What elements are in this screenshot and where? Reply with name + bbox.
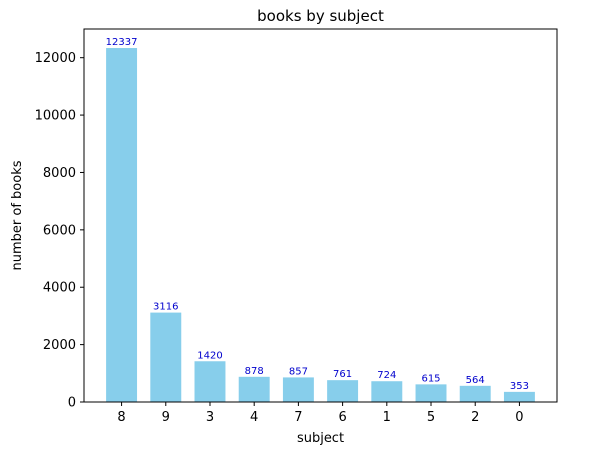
data-label-2: 564 — [466, 375, 485, 386]
y-tick-label: 0 — [68, 396, 76, 411]
bar-8 — [106, 48, 138, 402]
x-tick-label: 4 — [250, 410, 258, 425]
bar-1 — [371, 381, 403, 402]
x-tick-label: 3 — [206, 410, 214, 425]
data-label-0: 353 — [510, 381, 529, 392]
x-axis-ticks: 8 9 3 4 7 6 1 5 2 0 — [117, 402, 524, 425]
x-tick-label: 0 — [515, 410, 523, 425]
data-label-9: 3116 — [153, 302, 178, 313]
x-tick-label: 5 — [427, 410, 435, 425]
x-tick-label: 1 — [383, 410, 391, 425]
y-tick-label: 4000 — [43, 281, 76, 296]
bar-3 — [194, 361, 226, 402]
y-tick-label: 12000 — [35, 51, 76, 66]
y-tick-label: 2000 — [43, 338, 76, 353]
data-label-7: 857 — [289, 366, 308, 377]
data-label-3: 1420 — [197, 350, 222, 361]
data-labels-layer: 12337 3116 1420 878 857 761 724 615 564 353 — [106, 37, 529, 392]
y-tick-label: 8000 — [43, 166, 76, 181]
chart-title: books by subject — [257, 7, 384, 25]
y-tick-label: 10000 — [35, 109, 76, 124]
bar-2 — [459, 385, 491, 402]
data-label-1: 724 — [377, 370, 396, 381]
bar-0 — [503, 391, 535, 402]
x-tick-label: 8 — [117, 410, 125, 425]
x-tick-label: 7 — [294, 410, 302, 425]
x-tick-label: 2 — [471, 410, 479, 425]
y-axis-title: number of books — [10, 160, 25, 270]
bar-5 — [415, 384, 447, 402]
y-axis-ticks: 0 2000 4000 6000 8000 10000 12000 — [35, 51, 84, 411]
bars-layer — [106, 48, 535, 402]
bar-7 — [282, 377, 314, 402]
data-label-8: 12337 — [106, 37, 138, 48]
bar-9 — [150, 312, 182, 402]
data-label-4: 878 — [245, 366, 264, 377]
bar-6 — [327, 380, 359, 402]
x-axis-title: subject — [297, 431, 344, 446]
y-tick-label: 6000 — [43, 223, 76, 238]
bar-4 — [238, 376, 270, 402]
x-tick-label: 9 — [162, 410, 170, 425]
data-label-5: 615 — [421, 373, 440, 384]
data-label-6: 761 — [333, 369, 352, 380]
plot-frame — [83, 28, 558, 403]
x-tick-label: 6 — [338, 410, 346, 425]
